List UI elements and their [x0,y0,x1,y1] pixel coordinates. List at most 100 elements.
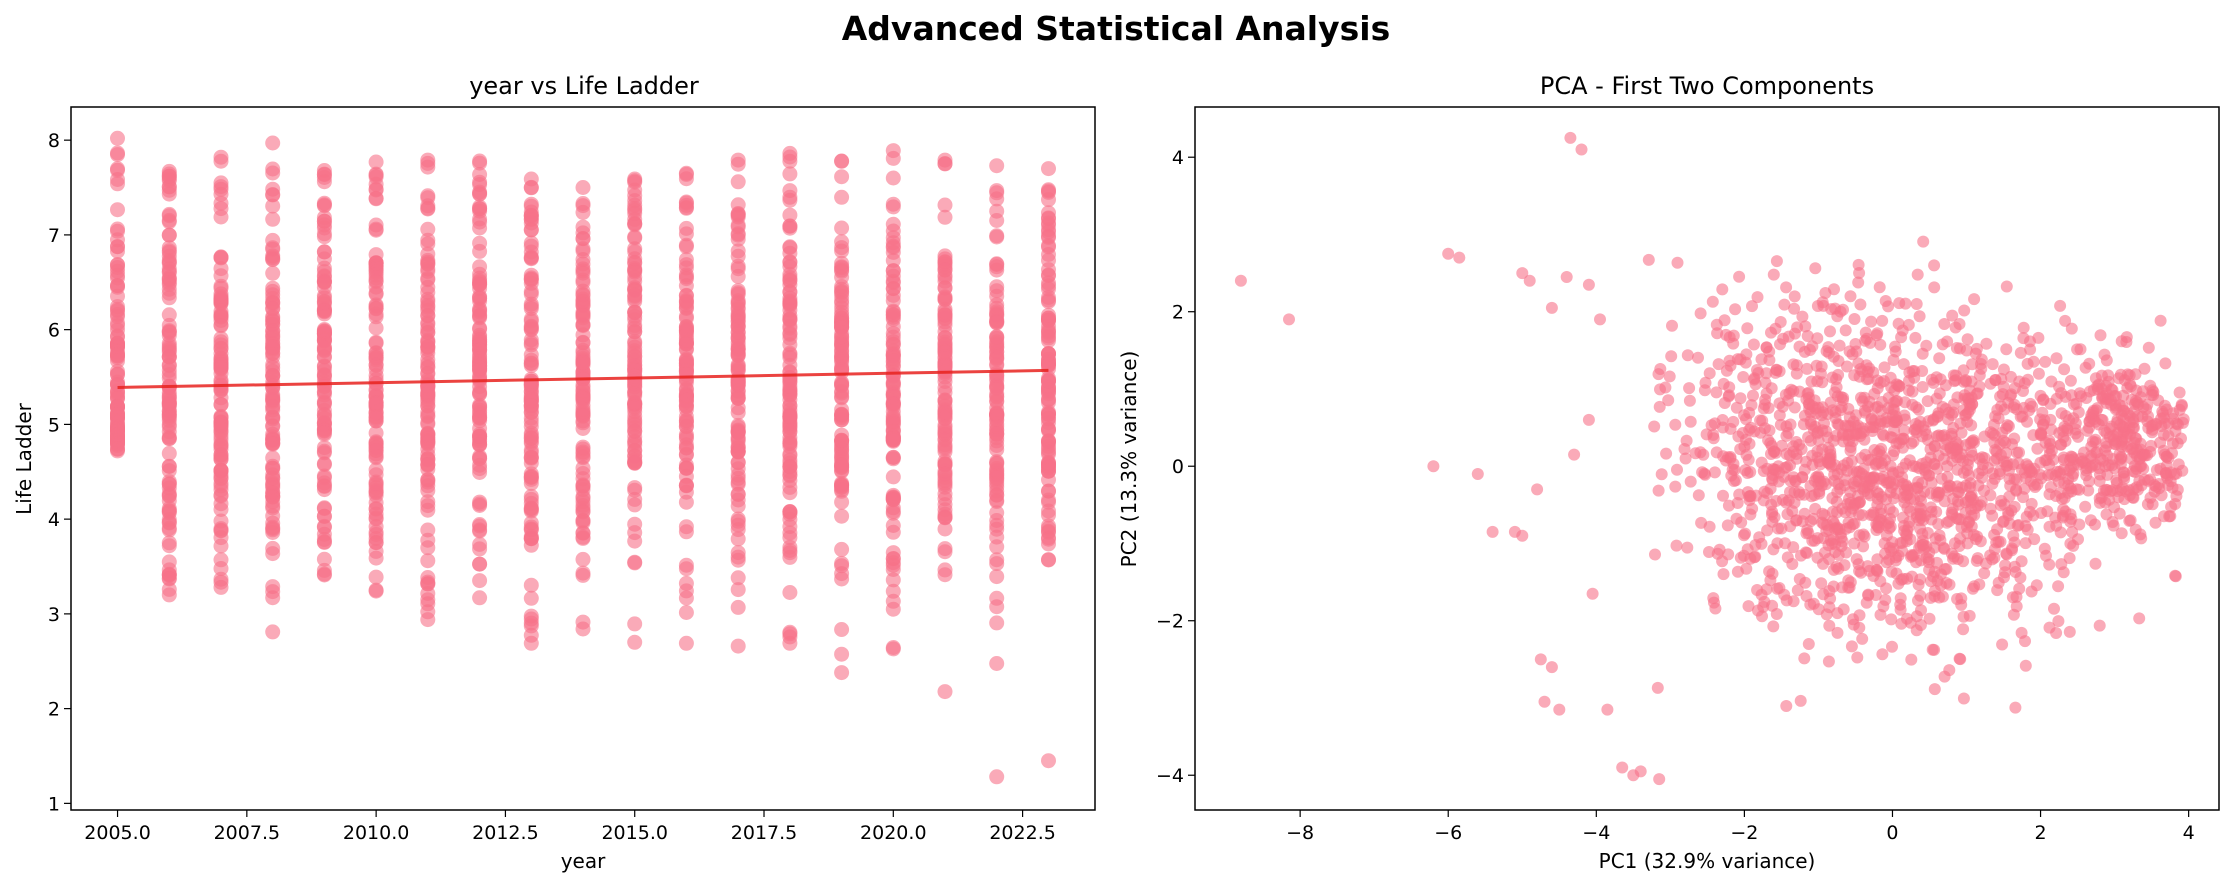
scatter-point [1965,419,1978,432]
scatter-point [2057,566,2070,579]
scatter-point [523,235,539,251]
scatter-point [2021,415,2033,428]
scatter-point [1652,484,1665,497]
scatter-point [2063,625,2076,638]
scatter-point [1851,651,1864,664]
scatter-point [1879,295,1892,307]
scatter-point [1692,351,1704,364]
scatter-point [2160,450,2173,463]
scatter-point [110,172,125,187]
scatter-point [1878,361,1891,374]
scatter-point [1798,463,1811,476]
scatter-point [472,556,488,572]
scatter-point [213,496,229,512]
scatter-point [575,327,591,343]
scatter-point [2054,299,2067,312]
scatter-point [885,240,901,256]
scatter-point [575,390,591,406]
scatter-point [2067,467,2080,480]
scatter-point [627,497,643,513]
scatter-point [420,352,436,368]
scatter-point [1575,143,1588,156]
scatter-point [678,460,694,476]
scatter-point [1545,301,1558,314]
scatter-point [730,227,746,243]
scatter-point [1885,565,1898,578]
scatter-point [2125,393,2138,406]
scatter-point [2066,526,2079,539]
scatter-point [730,433,746,449]
scatter-point [782,326,798,342]
scatter-point [1659,381,1672,394]
scatter-point [575,219,591,235]
panel-year-vs-life-ladder: year vs Life Ladder 2005.0 2007.5 2010.0 20… [12,72,1096,873]
scatter-point [1707,592,1720,605]
scatter-point [2056,492,2069,505]
scatter-point [678,278,694,294]
scatter-point [1684,475,1697,488]
scatter-point [989,569,1005,585]
scatter-point [368,306,384,322]
scatter-point [1852,276,1865,289]
scatter-point [2094,329,2107,342]
x-tick-label: 0 [1886,822,1898,844]
scatter-point [678,322,694,338]
scatter-point [2153,482,2166,495]
scatter-point [316,470,332,486]
scatter-point [1827,580,1840,593]
scatter-point [782,436,798,452]
scatter-point [1970,342,1983,355]
scatter-point [1833,523,1846,536]
scatter-point [1872,521,1885,534]
scatter-point [368,483,384,499]
scatter-point [782,479,798,495]
scatter-point [2146,426,2159,439]
scatter-point [678,494,694,510]
scatter-point [885,374,901,390]
scatter-point [1660,447,1673,460]
scatter-point [1888,424,1900,437]
scatter-point [1763,424,1776,437]
scatter-point [316,198,332,214]
scatter-point [265,436,281,452]
scatter-point [2032,331,2045,344]
scatter-point [523,321,539,337]
scatter-point [161,344,177,360]
scatter-point [730,348,746,363]
scatter-point [678,477,694,493]
scatter-point [627,516,643,532]
scatter-point [1545,661,1558,674]
scatter-point [472,402,488,418]
scatter-point [1848,313,1861,325]
scatter-point [2138,362,2151,375]
scatter-point [989,590,1005,606]
scatter-point [1901,572,1914,585]
scatter-point [523,392,539,408]
scatter-point [1810,407,1823,420]
scatter-point [1780,700,1793,712]
scatter-point [523,215,539,231]
scatter-point [1935,430,1948,442]
scatter-point [1808,474,1821,487]
scatter-point [2098,348,2111,361]
scatter-point [1712,358,1725,371]
scatter-point [523,530,539,546]
scatter-point [1938,563,1951,576]
scatter-point [989,426,1005,442]
scatter-point [937,466,953,482]
scatter-point [1909,331,1922,344]
scatter-point [1996,638,2009,651]
scatter-point [1779,388,1792,401]
scatter-point [989,259,1005,275]
scatter-point [1830,429,1843,442]
scatter-point [989,615,1005,631]
x-tick-label: −8 [1286,822,1314,844]
scatter-point [1790,359,1803,372]
scatter-point [1859,475,1872,488]
scatter-point [161,505,177,521]
scatter-point [1710,446,1723,459]
x-tick-label: 2015.0 [601,822,667,844]
scatter-point [420,201,436,217]
scatter-point [161,317,177,333]
scatter-point [1601,703,1614,716]
